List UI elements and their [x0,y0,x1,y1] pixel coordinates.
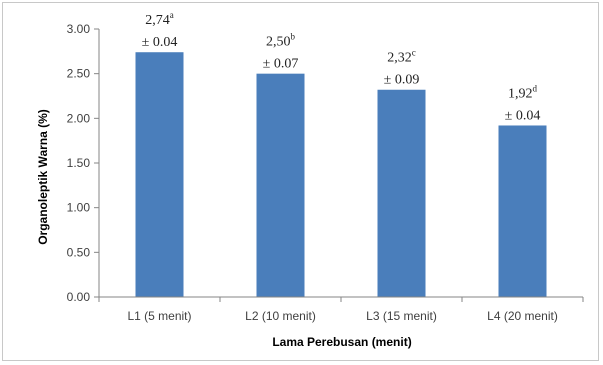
bar [498,125,547,297]
y-tick-label: 1.50 [67,156,91,170]
data-label-value: 2,50b [266,32,296,50]
data-label-error: ± 0.07 [263,57,299,72]
x-axis-title: Lama Perebusan (menit) [272,335,411,349]
data-labels: 2,74a ± 0.04 2,50b ± 0.07 2,32c ± 0.09 1,92d ± … [142,10,541,123]
data-label-superscript: a [170,10,174,20]
bar [256,73,305,298]
y-axis-title: Organoleptik Warna (%) [36,109,50,245]
data-label-error: ± 0.04 [505,108,541,123]
bars [135,52,547,298]
data-label-value: 2,32c [387,48,416,66]
y-tick-label: 2.50 [67,67,91,81]
x-axis: L1 (5 menit) L2 (10 menit) L3 (15 menit) L4… [98,296,584,323]
data-label-number: 1,92 [508,86,533,101]
data-label-value: 1,92d [508,83,538,101]
y-tick-label: 1.00 [67,201,91,215]
bar-chart: 0.00 0.50 1.00 1.50 2.00 2.50 3.00 2,74a ± 0.04… [36,10,584,349]
x-tick-label: L3 (15 menit) [366,309,437,323]
data-label-superscript: d [533,83,538,93]
data-label-value: 2,74a [145,10,174,28]
bar [377,89,426,297]
data-label-error: ± 0.04 [142,35,178,50]
x-tick-label: L1 (5 menit) [127,309,191,323]
x-tick-label: L4 (20 menit) [487,309,558,323]
y-axis: 0.00 0.50 1.00 1.50 2.00 2.50 3.00 [67,22,100,304]
data-label-number: 2,74 [145,13,170,28]
y-tick-label: 2.00 [67,111,91,125]
x-tick-label: L2 (10 menit) [245,309,316,323]
y-tick-label: 3.00 [67,22,91,36]
y-tick-label: 0.50 [67,245,91,259]
data-label-error: ± 0.09 [384,73,420,88]
data-label-number: 2,50 [266,35,291,50]
data-label-number: 2,32 [387,51,412,66]
data-label-superscript: c [412,48,416,58]
data-label-superscript: b [291,32,296,42]
chart-frame: 0.00 0.50 1.00 1.50 2.00 2.50 3.00 2,74a ± 0.04… [2,2,599,361]
bar [135,52,184,297]
y-tick-label: 0.00 [67,290,91,304]
